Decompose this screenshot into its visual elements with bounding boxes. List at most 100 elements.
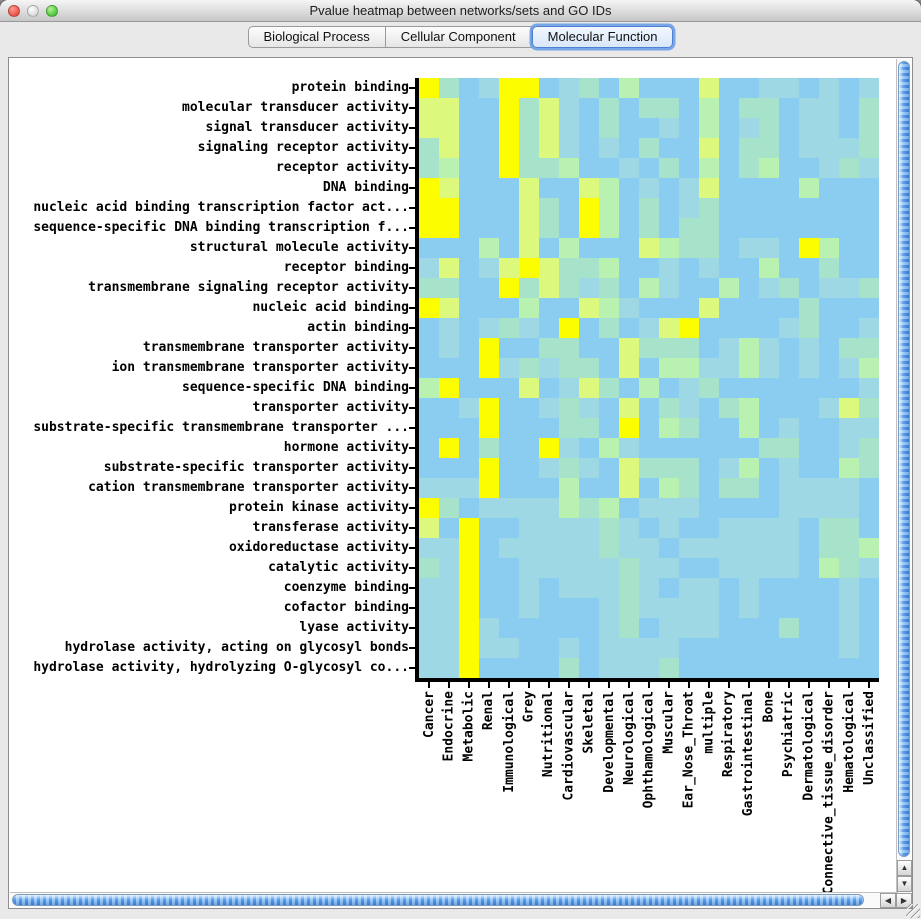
heatmap-cell bbox=[739, 578, 759, 598]
heatmap-cell bbox=[719, 158, 739, 178]
heatmap-cell bbox=[779, 198, 799, 218]
heatmap-cell bbox=[459, 318, 479, 338]
heatmap-cell bbox=[439, 218, 459, 238]
heatmap-cell bbox=[579, 178, 599, 198]
heatmap-cell bbox=[739, 238, 759, 258]
heatmap-cell bbox=[559, 458, 579, 478]
y-axis-tick bbox=[409, 407, 415, 409]
vertical-scrollbar-thumb[interactable] bbox=[898, 61, 910, 857]
heatmap-cell bbox=[719, 138, 739, 158]
heatmap-cell bbox=[419, 658, 439, 678]
heatmap-cell bbox=[539, 378, 559, 398]
heatmap-cell bbox=[739, 78, 759, 98]
heatmap-cell bbox=[699, 538, 719, 558]
y-axis-tick bbox=[409, 567, 415, 569]
heatmap-cell bbox=[459, 398, 479, 418]
heatmap-cell bbox=[819, 458, 839, 478]
vertical-scrollbar[interactable] bbox=[896, 59, 911, 894]
x-axis-tick bbox=[448, 682, 450, 688]
heatmap-cell bbox=[619, 178, 639, 198]
y-axis-tick bbox=[409, 467, 415, 469]
heatmap-cell bbox=[699, 578, 719, 598]
heatmap-cell bbox=[719, 538, 739, 558]
heatmap-cell bbox=[439, 298, 459, 318]
heatmap-cell bbox=[479, 558, 499, 578]
heatmap-cell bbox=[579, 558, 599, 578]
y-axis-tick bbox=[409, 447, 415, 449]
heatmap-cell bbox=[599, 498, 619, 518]
tab-bar: Biological Process Cellular Component Mole… bbox=[0, 26, 921, 48]
heatmap-cell bbox=[599, 458, 619, 478]
heatmap-cell bbox=[499, 458, 519, 478]
heatmap-cell bbox=[539, 598, 559, 618]
heatmap-cell bbox=[499, 618, 519, 638]
heatmap-cell bbox=[739, 398, 759, 418]
heatmap-cell bbox=[719, 278, 739, 298]
column-label: Gastrointestinal bbox=[741, 691, 757, 817]
tab-cellular-component[interactable]: Cellular Component bbox=[385, 26, 532, 48]
tab-biological-process[interactable]: Biological Process bbox=[247, 26, 386, 48]
heatmap-cell bbox=[839, 178, 859, 198]
zoom-button[interactable] bbox=[46, 5, 58, 17]
heatmap-cell bbox=[839, 338, 859, 358]
heatmap-cell bbox=[699, 498, 719, 518]
row-label: signaling receptor activity bbox=[197, 140, 409, 155]
heatmap-cell bbox=[739, 538, 759, 558]
horizontal-scrollbar[interactable] bbox=[10, 892, 898, 907]
column-label: Developmental bbox=[601, 691, 617, 793]
heatmap-cell bbox=[659, 498, 679, 518]
heatmap-cell bbox=[639, 78, 659, 98]
heatmap-cell bbox=[659, 458, 679, 478]
scroll-left-button[interactable]: ◀ bbox=[880, 893, 896, 908]
heatmap-cell bbox=[659, 78, 679, 98]
heatmap-cell bbox=[759, 298, 779, 318]
scroll-down-button[interactable]: ▼ bbox=[897, 876, 912, 892]
heatmap-cell bbox=[739, 518, 759, 538]
heatmap-cell bbox=[519, 438, 539, 458]
heatmap-cell bbox=[539, 658, 559, 678]
tab-molecular-function[interactable]: Molecular Function bbox=[531, 26, 674, 48]
heatmap-cell bbox=[599, 238, 619, 258]
horizontal-scrollbar-thumb[interactable] bbox=[12, 894, 864, 906]
heatmap-cell bbox=[619, 438, 639, 458]
heatmap-cell bbox=[459, 98, 479, 118]
y-axis-tick bbox=[409, 207, 415, 209]
heatmap-cell bbox=[419, 338, 439, 358]
minimize-button[interactable] bbox=[27, 5, 39, 17]
heatmap-cell bbox=[519, 638, 539, 658]
heatmap-cell bbox=[739, 618, 759, 638]
heatmap-cell bbox=[639, 658, 659, 678]
heatmap-cell bbox=[599, 518, 619, 538]
heatmap-cell bbox=[799, 438, 819, 458]
heatmap-cell bbox=[799, 658, 819, 678]
scroll-up-button[interactable]: ▲ bbox=[897, 860, 912, 876]
heatmap-cell bbox=[779, 498, 799, 518]
heatmap-cell bbox=[759, 518, 779, 538]
x-axis-tick bbox=[488, 682, 490, 688]
heatmap-cell bbox=[579, 238, 599, 258]
resize-grip-icon[interactable] bbox=[906, 904, 920, 918]
heatmap-cell bbox=[779, 658, 799, 678]
heatmap-cell bbox=[619, 258, 639, 278]
heatmap-cell bbox=[439, 278, 459, 298]
heatmap-cell bbox=[859, 338, 879, 358]
heatmap-cell bbox=[679, 458, 699, 478]
column-label: Metabolic bbox=[461, 691, 477, 762]
x-axis-tick bbox=[768, 682, 770, 688]
heatmap-cell bbox=[419, 318, 439, 338]
heatmap-cell bbox=[619, 118, 639, 138]
heatmap-cell bbox=[859, 78, 879, 98]
heatmap-cell bbox=[419, 238, 439, 258]
row-label: transporter activity bbox=[252, 400, 409, 415]
close-button[interactable] bbox=[8, 5, 20, 17]
heatmap-cell bbox=[559, 98, 579, 118]
heatmap-cell bbox=[479, 618, 499, 638]
heatmap-cell bbox=[599, 298, 619, 318]
heatmap-cell bbox=[599, 278, 619, 298]
heatmap-cell bbox=[639, 218, 659, 238]
heatmap-cell bbox=[719, 498, 739, 518]
x-axis-tick bbox=[668, 682, 670, 688]
column-label: Respiratory bbox=[721, 691, 737, 778]
heatmap-cell bbox=[459, 658, 479, 678]
heatmap-cell bbox=[479, 98, 499, 118]
